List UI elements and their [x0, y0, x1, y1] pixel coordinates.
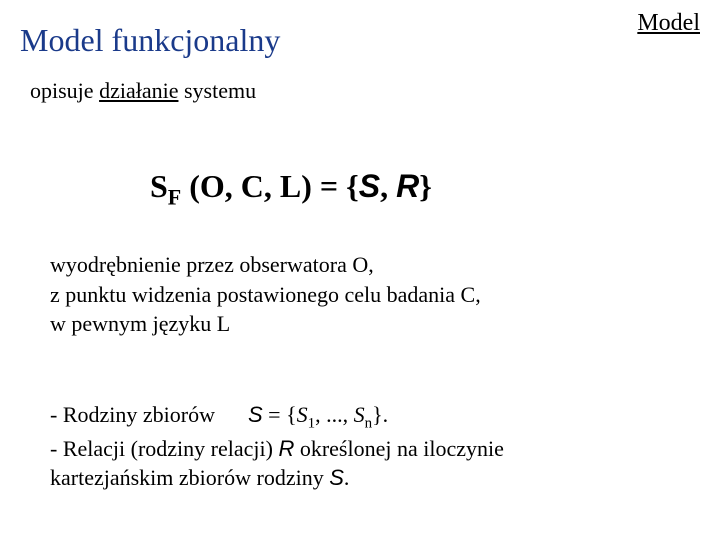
subtitle-pre: opisuje [30, 78, 99, 103]
subtitle-post: systemu [178, 78, 256, 103]
formula-end: } [419, 168, 432, 204]
p2-l2b: określonej na iloczynie [294, 436, 504, 461]
formula-mid: (O, C, L) = { [181, 168, 359, 204]
formula-S: S [150, 168, 168, 204]
page-title: Model funkcjonalny [20, 22, 280, 59]
subtitle: opisuje działanie systemu [30, 78, 256, 104]
p2-l2a: - Relacji (rodziny relacji) [50, 436, 278, 461]
components-paragraph: - Rodziny zbiorów S = {S1, ..., Sn}. - R… [50, 400, 504, 493]
p2-S2: S [329, 465, 344, 490]
definition-paragraph: wyodrębnienie przez obserwatora O, z pun… [50, 250, 481, 339]
p1-l2a: z punktu widzenia postawionego celu bada… [50, 282, 461, 307]
formula-comma: , [380, 168, 396, 204]
p1-l2c: , [475, 282, 481, 307]
formula-set-R: R [396, 168, 419, 204]
p1-O: O [352, 252, 368, 277]
formula-sub-F: F [168, 184, 181, 209]
subtitle-underline: działanie [99, 78, 178, 103]
p2-l1a: - Rodziny zbiorów [50, 402, 248, 427]
p2-l3b: . [344, 465, 350, 490]
header-model-label: Model [637, 10, 700, 37]
p2-S1: S [297, 402, 308, 427]
formula-set-S: S [359, 168, 380, 204]
main-formula: SF (O, C, L) = {S, R} [150, 168, 432, 210]
p1-L: L [217, 311, 230, 336]
p2-R: R [278, 436, 294, 461]
p1-l1a: wyodrębnienie przez obserwatora [50, 252, 352, 277]
p2-l1d: }. [372, 402, 388, 427]
p1-l1c: , [368, 252, 374, 277]
p2-sub1: 1 [308, 415, 316, 431]
p2-l1b: = { [263, 402, 297, 427]
p2-l3a: kartezjańskim zbiorów rodziny [50, 465, 329, 490]
p1-C: C [461, 282, 476, 307]
p2-S: S [248, 402, 263, 427]
p1-l3a: w pewnym języku [50, 311, 217, 336]
p2-l1c: , ..., [315, 402, 354, 427]
p2-subn: n [365, 415, 373, 431]
p2-Sn: S [354, 402, 365, 427]
